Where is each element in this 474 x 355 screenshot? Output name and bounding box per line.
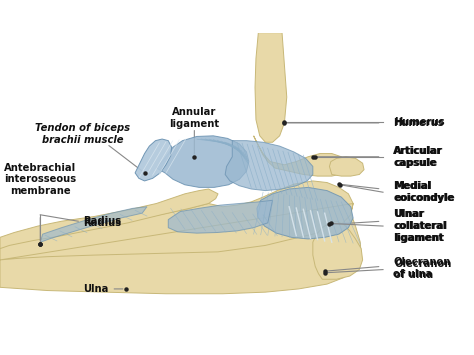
Text: Radius: Radius	[83, 216, 121, 226]
Polygon shape	[254, 136, 345, 176]
Text: Tendon of biceps
brachii muscle: Tendon of biceps brachii muscle	[36, 124, 130, 145]
Text: Humerus: Humerus	[394, 117, 445, 127]
Text: Ulna: Ulna	[83, 284, 109, 294]
Polygon shape	[168, 200, 273, 233]
Polygon shape	[257, 187, 353, 239]
Polygon shape	[0, 181, 361, 294]
Text: Ulnar
collateral
ligament: Ulnar collateral ligament	[393, 209, 447, 243]
Text: Antebrachial
interosseous
membrane: Antebrachial interosseous membrane	[4, 163, 76, 196]
Polygon shape	[255, 33, 287, 142]
Polygon shape	[40, 207, 147, 242]
Text: Ulnar
collateral
ligament: Ulnar collateral ligament	[394, 209, 447, 243]
Polygon shape	[313, 221, 363, 279]
Text: Articular
capsule: Articular capsule	[394, 146, 444, 168]
Text: Olecranon
of ulna: Olecranon of ulna	[393, 257, 451, 279]
Text: Medial
eoicondyle: Medial eoicondyle	[394, 181, 455, 203]
Polygon shape	[0, 189, 218, 248]
Polygon shape	[225, 141, 313, 191]
Text: Articular
capsule: Articular capsule	[393, 146, 443, 168]
Text: Humerus: Humerus	[393, 118, 444, 128]
Text: Medial
eoicondyle: Medial eoicondyle	[393, 181, 454, 203]
Polygon shape	[329, 157, 364, 176]
Text: TENDONS, LIGAMENTS, AND BONES OF THE ELBOW JOINT: TENDONS, LIGAMENTS, AND BONES OF THE ELB…	[22, 10, 452, 23]
Text: Radius: Radius	[83, 218, 121, 228]
Text: Olecranon
of ulna: Olecranon of ulna	[394, 259, 452, 280]
Polygon shape	[135, 139, 172, 181]
Polygon shape	[156, 136, 249, 187]
Text: Annular
ligament: Annular ligament	[169, 107, 219, 129]
